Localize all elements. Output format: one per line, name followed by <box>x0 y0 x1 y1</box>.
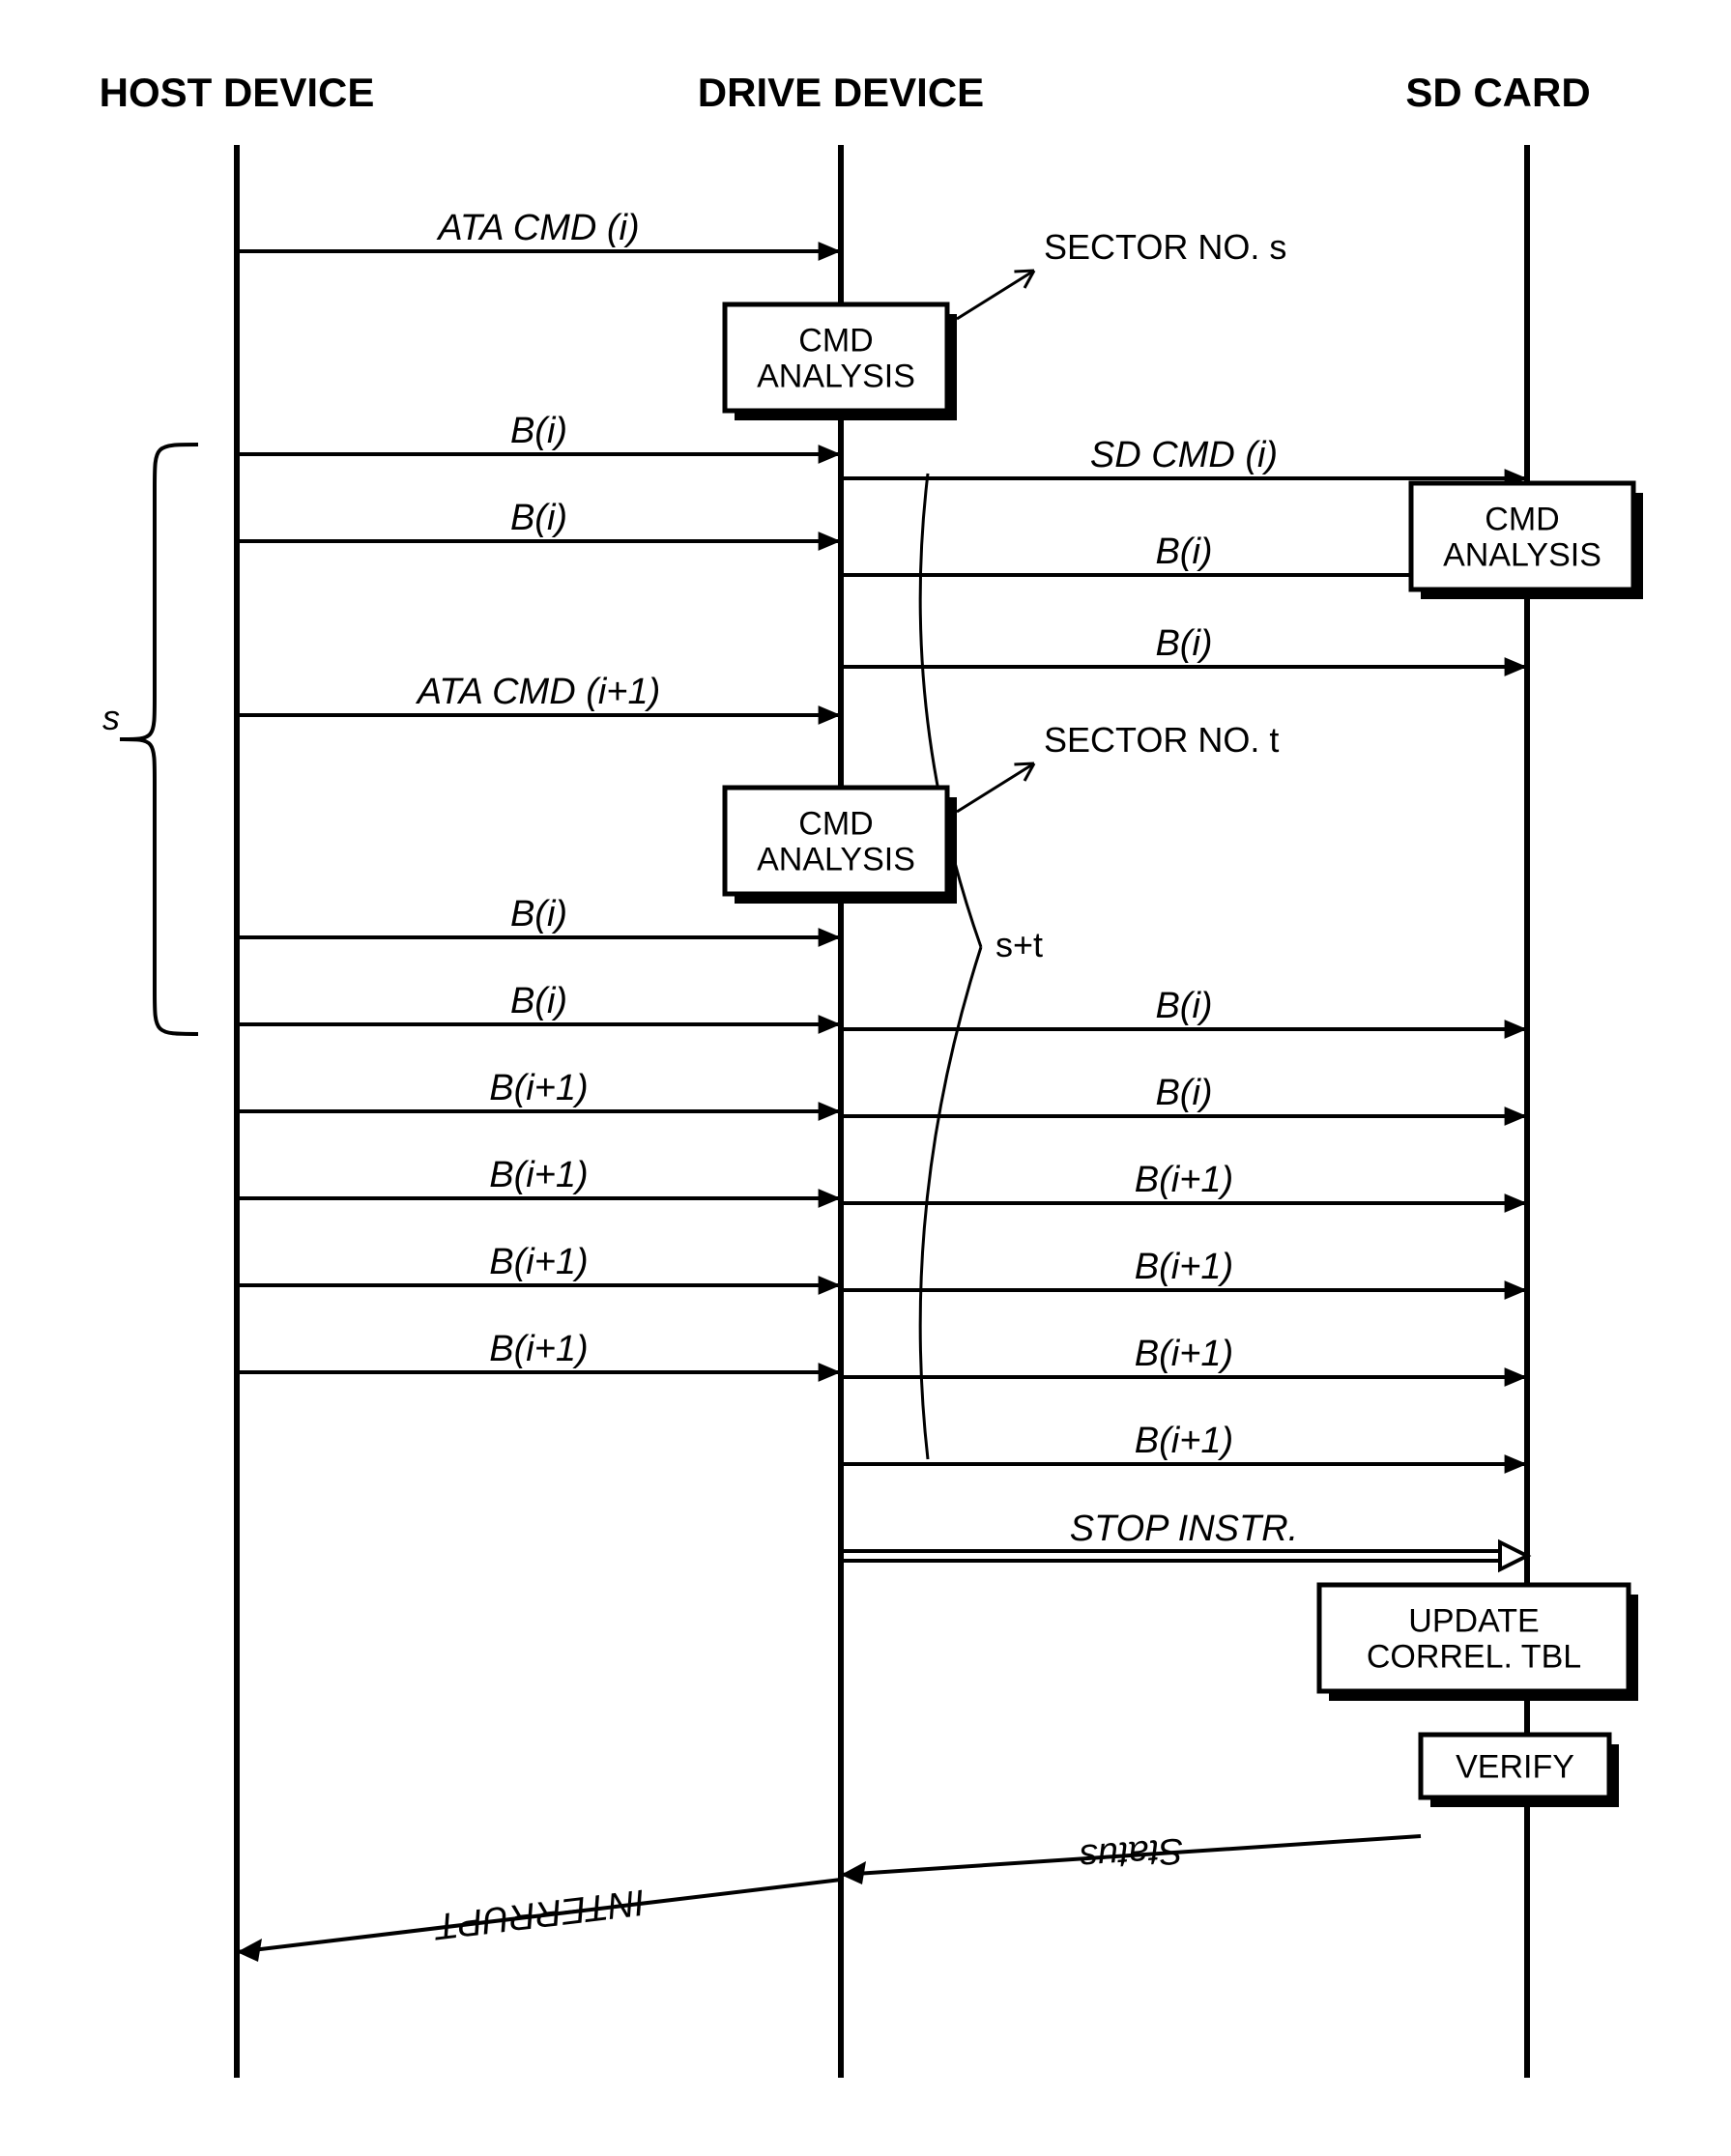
svg-text:CMD: CMD <box>798 323 873 359</box>
lane-title-sd: SD CARD <box>1405 70 1590 115</box>
svg-text:B(i): B(i) <box>510 894 567 934</box>
box-update-correl-tbl: UPDATECORREL. TBL <box>1319 1585 1638 1701</box>
svg-text:B(i): B(i) <box>1155 986 1212 1026</box>
svg-text:ATA CMD (i+1): ATA CMD (i+1) <box>416 672 661 712</box>
box-verify: VERIFY <box>1421 1735 1619 1807</box>
svg-text:B(i+1): B(i+1) <box>489 1155 588 1195</box>
svg-text:CORREL. TBL: CORREL. TBL <box>1367 1638 1581 1675</box>
svg-text:ANALYSIS: ANALYSIS <box>757 358 915 394</box>
svg-text:B(i+1): B(i+1) <box>489 1242 588 1282</box>
box-cmd-analysis-1: CMDANALYSIS <box>725 304 957 420</box>
arrow-interrupt: INTERRUPT <box>237 1880 841 1962</box>
curve-s-plus-t <box>920 474 981 1459</box>
svg-text:B(i): B(i) <box>1155 1073 1212 1113</box>
box-cmd-analysis-2: CMDANALYSIS <box>725 788 957 904</box>
svg-text:SECTOR NO. s: SECTOR NO. s <box>1044 227 1286 267</box>
svg-text:INTERRUPT: INTERRUPT <box>431 1882 648 1947</box>
lane-title-drive: DRIVE DEVICE <box>698 70 984 115</box>
svg-text:B(i): B(i) <box>1155 623 1212 664</box>
arrow-stop-instr: STOP INSTR. <box>841 1509 1527 1569</box>
svg-text:ATA CMD (i): ATA CMD (i) <box>436 208 639 248</box>
svg-text:UPDATE: UPDATE <box>1408 1603 1539 1640</box>
svg-text:B(i+1): B(i+1) <box>489 1068 588 1108</box>
svg-text:ANALYSIS: ANALYSIS <box>757 841 915 877</box>
svg-text:ANALYSIS: ANALYSIS <box>1443 536 1601 573</box>
svg-text:B(i): B(i) <box>510 981 567 1021</box>
lane-title-host: HOST DEVICE <box>100 70 375 115</box>
svg-text:B(i+1): B(i+1) <box>1135 1421 1233 1461</box>
svg-text:STOP INSTR.: STOP INSTR. <box>1070 1509 1298 1549</box>
svg-text:Status: Status <box>1079 1829 1185 1877</box>
svg-text:B(i+1): B(i+1) <box>1135 1247 1233 1287</box>
note-sector-s: SECTOR NO. s <box>957 227 1286 319</box>
svg-text:B(i+1): B(i+1) <box>489 1329 588 1369</box>
svg-text:B(i): B(i) <box>1155 532 1212 572</box>
svg-text:SECTOR NO. t: SECTOR NO. t <box>1044 720 1279 760</box>
note-s-plus-t: s+t <box>995 925 1043 964</box>
svg-text:CMD: CMD <box>1485 502 1559 538</box>
svg-text:SD CMD (i): SD CMD (i) <box>1090 435 1278 475</box>
svg-text:VERIFY: VERIFY <box>1456 1749 1574 1786</box>
svg-text:B(i): B(i) <box>510 498 567 538</box>
arrow-status: Status <box>841 1829 1421 1884</box>
svg-text:B(i): B(i) <box>510 411 567 451</box>
brace-s: s <box>102 445 198 1034</box>
note-sector-t: SECTOR NO. t <box>957 720 1279 812</box>
svg-text:s: s <box>102 698 120 737</box>
svg-text:B(i+1): B(i+1) <box>1135 1334 1233 1374</box>
box-cmd-analysis-3: CMDANALYSIS <box>1411 483 1643 599</box>
svg-text:CMD: CMD <box>798 806 873 843</box>
svg-text:B(i+1): B(i+1) <box>1135 1160 1233 1200</box>
